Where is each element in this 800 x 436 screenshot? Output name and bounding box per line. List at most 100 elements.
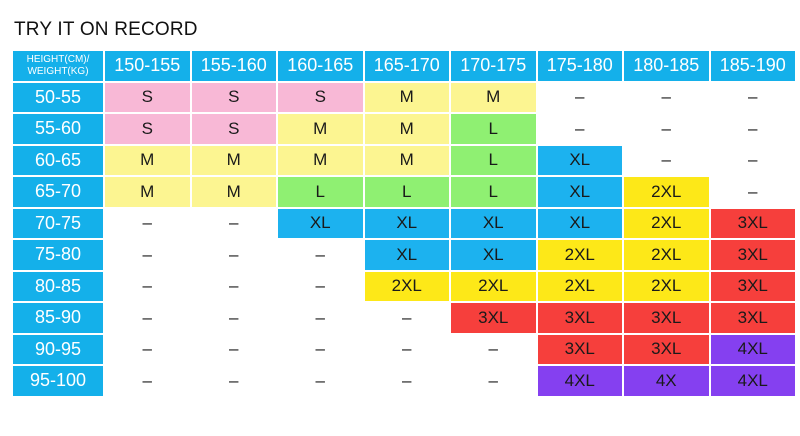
table-row: 60-65 M M M M L XL – –: [13, 145, 795, 175]
size-cell: 3XL: [451, 303, 536, 333]
height-header: 160-165: [278, 51, 363, 81]
height-header: 150-155: [105, 51, 190, 81]
corner-label-height: HEIGHT(CM)/: [26, 53, 90, 65]
size-cell: XL: [451, 208, 536, 238]
size-cell: –: [191, 334, 276, 364]
weight-header: 65-70: [13, 177, 103, 207]
size-cell: 2XL: [624, 240, 709, 270]
size-cell: –: [364, 303, 449, 333]
size-cell: M: [105, 177, 190, 207]
size-cell: 2XL: [624, 177, 709, 207]
size-cell: –: [278, 271, 363, 301]
weight-header: 90-95: [13, 334, 103, 364]
table-row: 75-80– – – XL XL 2XL 2XL 3XL: [13, 240, 795, 270]
size-cell: –: [710, 82, 795, 112]
size-cell: –: [710, 114, 795, 144]
size-cell: –: [278, 366, 363, 396]
size-cell: M: [364, 82, 449, 112]
size-cell: –: [105, 366, 190, 396]
size-cell: 3XL: [624, 303, 709, 333]
size-cell: S: [105, 114, 190, 144]
size-cell: XL: [537, 177, 622, 207]
table-row: 95-100– – – – –4XL 4X 4XL: [13, 366, 795, 396]
size-cell: –: [451, 366, 536, 396]
weight-header: 85-90: [13, 303, 103, 333]
chart-body: 50-55 S S S M M – – –55-60 S S M M L – – –60-65 M M M M L XL – –…: [13, 82, 795, 396]
height-header: 165-170: [364, 51, 449, 81]
size-cell: –: [191, 271, 276, 301]
size-cell: –: [105, 271, 190, 301]
table-row: 85-90– – – –3XL 3XL 3XL 3XL: [13, 303, 795, 333]
height-header: 170-175: [451, 51, 536, 81]
table-row: 70-75– – XL XL XL XL 2XL 3XL: [13, 208, 795, 238]
size-cell: 3XL: [537, 303, 622, 333]
size-cell: XL: [537, 145, 622, 175]
size-cell: M: [191, 177, 276, 207]
size-cell: –: [451, 334, 536, 364]
size-cell: –: [364, 334, 449, 364]
size-cell: 3XL: [537, 334, 622, 364]
chart-title: TRY IT ON RECORD: [14, 19, 198, 40]
size-cell: M: [105, 145, 190, 175]
corner-label-weight: WEIGHT(KG): [27, 65, 89, 77]
size-cell: –: [191, 366, 276, 396]
size-cell: M: [278, 114, 363, 144]
size-cell: M: [364, 145, 449, 175]
size-cell: XL: [451, 240, 536, 270]
size-cell: 2XL: [364, 271, 449, 301]
size-chart-table: HEIGHT(CM)/ WEIGHT(KG) 150-155 155-160 1…: [11, 49, 797, 398]
weight-header: 80-85: [13, 271, 103, 301]
size-cell: 3XL: [624, 334, 709, 364]
size-cell: XL: [364, 208, 449, 238]
size-cell: 3XL: [710, 208, 795, 238]
size-cell: –: [364, 366, 449, 396]
size-cell: –: [710, 145, 795, 175]
weight-header: 95-100: [13, 366, 103, 396]
size-cell: M: [451, 82, 536, 112]
size-cell: –: [105, 303, 190, 333]
size-cell: S: [105, 82, 190, 112]
size-cell: –: [191, 303, 276, 333]
size-cell: 4X: [624, 366, 709, 396]
size-cell: –: [105, 240, 190, 270]
weight-header: 75-80: [13, 240, 103, 270]
size-cell: XL: [278, 208, 363, 238]
size-cell: M: [364, 114, 449, 144]
weight-header: 60-65: [13, 145, 103, 175]
table-row: 90-95– – – – –3XL 3XL 4XL: [13, 334, 795, 364]
height-header: 175-180: [537, 51, 622, 81]
weight-header: 50-55: [13, 82, 103, 112]
size-cell: 3XL: [710, 240, 795, 270]
weight-header: 70-75: [13, 208, 103, 238]
size-cell: –: [278, 303, 363, 333]
size-cell: –: [624, 145, 709, 175]
table-row: 65-70 M M L L L XL 2XL –: [13, 177, 795, 207]
height-header: 185-190: [710, 51, 795, 81]
size-cell: –: [278, 334, 363, 364]
size-cell: S: [278, 82, 363, 112]
header-row: HEIGHT(CM)/ WEIGHT(KG) 150-155 155-160 1…: [13, 51, 795, 81]
size-cell: L: [364, 177, 449, 207]
size-cell: –: [191, 240, 276, 270]
size-cell: 4XL: [537, 366, 622, 396]
table-row: 55-60 S S M M L – – –: [13, 114, 795, 144]
size-cell: –: [624, 114, 709, 144]
size-cell: 2XL: [624, 208, 709, 238]
size-cell: L: [278, 177, 363, 207]
size-cell: L: [451, 145, 536, 175]
size-cell: –: [537, 114, 622, 144]
size-cell: XL: [537, 208, 622, 238]
size-cell: –: [105, 334, 190, 364]
table-row: 50-55 S S S M M – – –: [13, 82, 795, 112]
corner-header: HEIGHT(CM)/ WEIGHT(KG): [13, 51, 103, 81]
size-cell: 2XL: [537, 271, 622, 301]
size-cell: 4XL: [710, 366, 795, 396]
size-cell: –: [624, 82, 709, 112]
size-cell: M: [278, 145, 363, 175]
weight-header: 55-60: [13, 114, 103, 144]
height-header: 180-185: [624, 51, 709, 81]
table-row: 80-85– – –2XL 2XL 2XL 2XL 3XL: [13, 271, 795, 301]
size-cell: S: [191, 82, 276, 112]
size-cell: 2XL: [451, 271, 536, 301]
size-cell: M: [191, 145, 276, 175]
